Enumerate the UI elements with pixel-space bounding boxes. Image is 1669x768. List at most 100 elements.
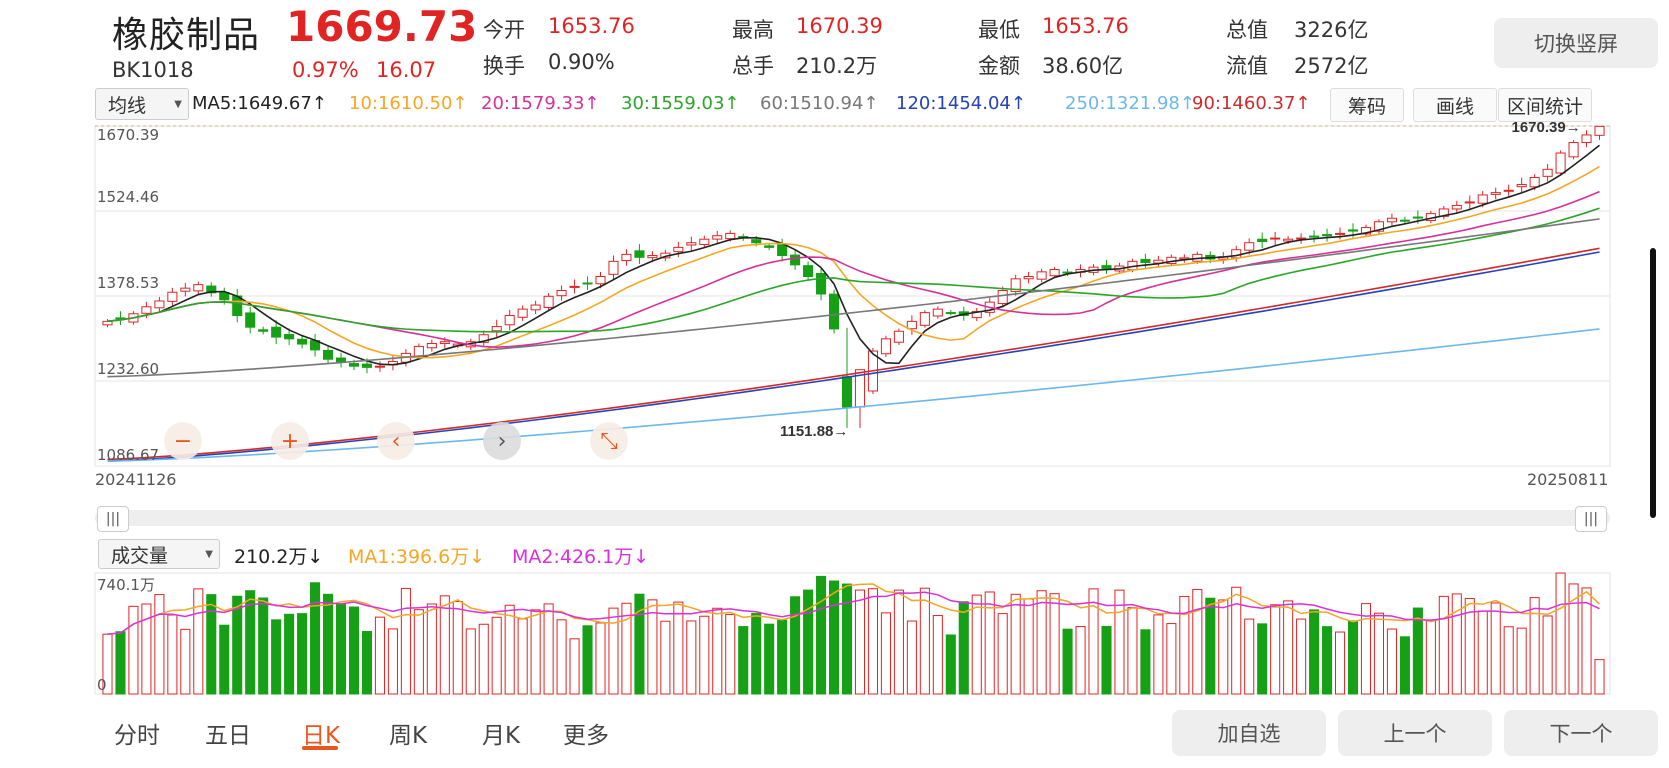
stat-label: 金额 bbox=[978, 54, 1020, 78]
volume-bar bbox=[1412, 607, 1423, 695]
candle-body bbox=[1490, 192, 1501, 195]
stat-value: 210.2万 bbox=[796, 54, 878, 78]
volume-bar bbox=[1399, 636, 1410, 695]
y-tick-label: 1670.39 bbox=[97, 126, 160, 144]
volume-bar bbox=[867, 588, 879, 695]
candle-body bbox=[1594, 125, 1605, 136]
volume-ma1: MA1:396.6万↓ bbox=[348, 546, 486, 568]
candle-body bbox=[258, 329, 269, 332]
candle-body bbox=[1036, 271, 1047, 280]
range-slider-left-handle[interactable]: ||| bbox=[97, 506, 129, 532]
candle-body bbox=[439, 341, 450, 345]
volume-bar bbox=[1438, 595, 1449, 695]
volume-bar bbox=[1555, 572, 1566, 695]
stat-value: 0.90% bbox=[548, 50, 615, 74]
chips-button[interactable]: 筹码 bbox=[1330, 88, 1404, 122]
candle-body bbox=[413, 345, 424, 357]
candle-body bbox=[180, 287, 191, 292]
indicator-select-label: 均线 bbox=[108, 94, 147, 117]
ma120-line bbox=[107, 251, 1600, 462]
tab-monthly-k[interactable]: 月K bbox=[482, 723, 521, 749]
volume-bar bbox=[751, 613, 762, 695]
tab-intraday[interactable]: 分时 bbox=[114, 723, 160, 749]
volume-bar bbox=[1244, 618, 1255, 695]
tab-more[interactable]: 更多 bbox=[563, 723, 609, 749]
zoom-in-icon[interactable] bbox=[271, 422, 309, 460]
volume-bar bbox=[777, 619, 788, 695]
tab-daily-k[interactable]: 日K bbox=[302, 723, 341, 749]
candle-body bbox=[880, 338, 891, 355]
pan-right-icon[interactable] bbox=[483, 422, 521, 460]
volume-bar bbox=[660, 620, 671, 695]
high-annotation: 1670.39→ bbox=[1512, 119, 1581, 136]
volume-indicator-select[interactable]: 成交量 ▼ bbox=[98, 539, 220, 569]
previous-button[interactable]: 上一个 bbox=[1338, 710, 1492, 756]
volume-bar bbox=[1594, 659, 1605, 695]
pan-left-icon[interactable] bbox=[377, 422, 415, 460]
stock-name: 橡胶制品 bbox=[112, 15, 261, 56]
stat-label: 今开 bbox=[483, 18, 525, 42]
candle-body bbox=[1542, 168, 1553, 177]
candle-body bbox=[997, 289, 1008, 305]
volume-bar bbox=[1231, 586, 1242, 695]
volume-bar bbox=[310, 582, 321, 695]
indicator-select[interactable]: 均线 ▼ bbox=[95, 88, 189, 120]
candle-body bbox=[1244, 242, 1255, 251]
volume-bar bbox=[1036, 590, 1047, 695]
volume-bar bbox=[206, 594, 217, 695]
volume-bar bbox=[1490, 602, 1501, 695]
candle-body bbox=[932, 308, 943, 317]
volume-bar bbox=[1464, 597, 1475, 695]
volume-ma2-line bbox=[107, 591, 1600, 635]
candle-body bbox=[725, 232, 736, 240]
ma30-line bbox=[107, 207, 1600, 333]
chevron-down-icon: ▼ bbox=[174, 98, 182, 110]
candle-body bbox=[1140, 258, 1151, 264]
candle-body bbox=[154, 300, 165, 309]
y-tick-label: 1524.46 bbox=[97, 188, 160, 206]
stat-label: 总手 bbox=[732, 54, 774, 78]
volume-bar bbox=[1373, 612, 1384, 695]
vertical-scrollbar[interactable] bbox=[1650, 248, 1656, 518]
tab-five-day[interactable]: 五日 bbox=[205, 723, 251, 749]
draw-line-button[interactable]: 画线 bbox=[1413, 88, 1497, 122]
candle-body bbox=[323, 349, 334, 360]
volume-bar bbox=[699, 615, 710, 695]
volume-bar bbox=[400, 587, 411, 695]
volume-bar bbox=[1516, 627, 1527, 695]
candle-body bbox=[634, 250, 645, 258]
candle-body bbox=[504, 315, 515, 326]
candle-body bbox=[1399, 219, 1410, 222]
volume-bar bbox=[997, 613, 1008, 695]
stock-code: BK1018 bbox=[112, 58, 194, 82]
tab-weekly-k[interactable]: 周K bbox=[389, 723, 428, 749]
volume-bar bbox=[1101, 625, 1112, 695]
volume-bar bbox=[193, 588, 204, 695]
candle-body bbox=[1023, 276, 1034, 280]
candle-body bbox=[348, 363, 360, 367]
range-slider-track[interactable] bbox=[95, 510, 1610, 526]
candle-body bbox=[1581, 134, 1592, 144]
volume-bar bbox=[1166, 623, 1177, 695]
volume-bar bbox=[1386, 628, 1397, 695]
volume-value: 210.2万↓ bbox=[234, 546, 324, 568]
volume-bar bbox=[1529, 597, 1540, 695]
range-stats-button[interactable]: 区间统计 bbox=[1498, 88, 1592, 122]
volume-bar bbox=[478, 623, 489, 695]
volume-bar bbox=[1049, 593, 1060, 695]
switch-orientation-button[interactable]: 切换竖屏 bbox=[1494, 18, 1658, 68]
volume-bar bbox=[543, 603, 554, 695]
candle-body bbox=[699, 238, 710, 245]
candle-body bbox=[647, 255, 658, 259]
reset-zoom-icon[interactable] bbox=[590, 422, 628, 460]
candle-body bbox=[712, 235, 723, 240]
range-slider-right-handle[interactable]: ||| bbox=[1575, 506, 1607, 532]
zoom-out-icon-glyph: − bbox=[174, 429, 192, 454]
candle-body bbox=[1322, 234, 1333, 237]
next-button[interactable]: 下一个 bbox=[1504, 710, 1658, 756]
y-tick-label: 1378.53 bbox=[97, 274, 160, 292]
zoom-out-icon[interactable] bbox=[164, 422, 202, 460]
candle-body bbox=[245, 312, 256, 328]
add-watchlist-button[interactable]: 加自选 bbox=[1172, 710, 1326, 756]
